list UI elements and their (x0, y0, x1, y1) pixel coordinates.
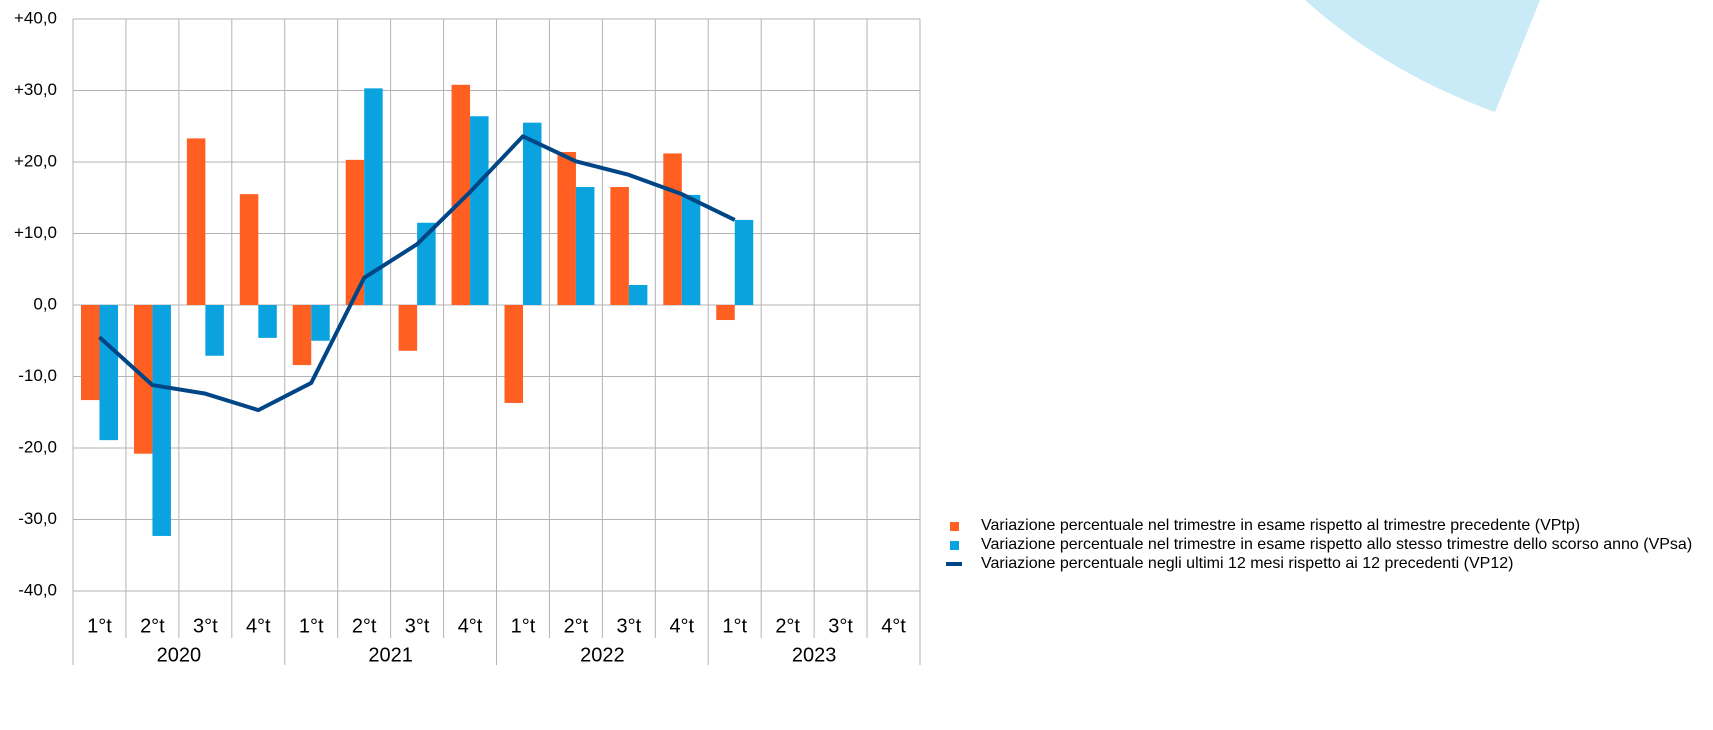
bar (205, 305, 224, 356)
x-tick-label: 3°t (193, 615, 218, 637)
bar (557, 151, 576, 305)
legend-item: Variazione percentuale nel trimestre in … (945, 516, 1705, 535)
x-tick-label: 4°t (881, 615, 906, 637)
bar (716, 305, 735, 321)
x-tick-label: 3°t (617, 615, 642, 637)
y-tick-label: -40,0 (18, 580, 57, 599)
bar (398, 305, 418, 351)
y-tick-label: +40,0 (14, 8, 57, 27)
x-tick-label: 1°t (511, 615, 536, 637)
bar (610, 187, 629, 305)
year-label: 2021 (368, 644, 413, 666)
y-tick-label: -20,0 (18, 437, 57, 456)
x-tick-label: 2°t (775, 615, 800, 637)
y-tick-label: -30,0 (18, 509, 57, 528)
bar (523, 122, 542, 305)
bar (99, 305, 118, 441)
bar (417, 222, 436, 305)
y-tick-label: -10,0 (18, 366, 57, 385)
x-tick-label: 3°t (828, 615, 853, 637)
legend-label: Variazione percentuale nel trimestre in … (981, 536, 1693, 553)
bar (628, 284, 648, 305)
x-tick-label: 3°t (405, 615, 430, 637)
year-label: 2023 (792, 644, 837, 666)
legend-marker (950, 541, 959, 550)
bar (311, 305, 330, 341)
y-tick-label: +20,0 (14, 151, 57, 170)
legend-item: Variazione percentuale negli ultimi 12 m… (945, 554, 1705, 573)
legend-marker (946, 562, 962, 566)
bar (258, 305, 277, 338)
decoration (1305, 0, 1540, 112)
legend-label: Variazione percentuale negli ultimi 12 m… (981, 555, 1514, 572)
bar (681, 194, 701, 305)
bar (186, 138, 206, 305)
x-tick-label: 4°t (458, 615, 483, 637)
x-tick-label: 2°t (352, 615, 377, 637)
bar (81, 305, 100, 401)
legend-label: Variazione percentuale nel trimestre in … (981, 517, 1581, 534)
bar (345, 159, 365, 305)
line (98, 134, 736, 413)
bar (663, 153, 682, 305)
y-tick-label: +10,0 (14, 223, 57, 242)
bar (734, 219, 754, 305)
year-label: 2022 (580, 644, 625, 666)
x-tick-label: 4°t (246, 615, 271, 637)
bar (451, 84, 471, 305)
bar (575, 187, 595, 305)
legend-item: Variazione percentuale nel trimestre in … (945, 535, 1705, 554)
bar (364, 88, 383, 305)
bar (152, 305, 171, 536)
bar (470, 116, 489, 306)
bar (292, 305, 312, 366)
legend: Variazione percentuale nel trimestre in … (945, 516, 1705, 573)
x-tick-label: 2°t (140, 615, 165, 637)
year-label: 2020 (157, 644, 202, 666)
y-tick-label: 0,0 (33, 294, 57, 313)
y-tick-label: +30,0 (14, 80, 57, 99)
bar (239, 194, 259, 305)
x-tick-label: 1°t (87, 615, 112, 637)
bar (504, 305, 523, 403)
x-tick-label: 4°t (669, 615, 694, 637)
x-tick-label: 1°t (722, 615, 747, 637)
x-tick-label: 1°t (299, 615, 324, 637)
legend-marker (950, 522, 959, 531)
x-tick-label: 2°t (564, 615, 589, 637)
